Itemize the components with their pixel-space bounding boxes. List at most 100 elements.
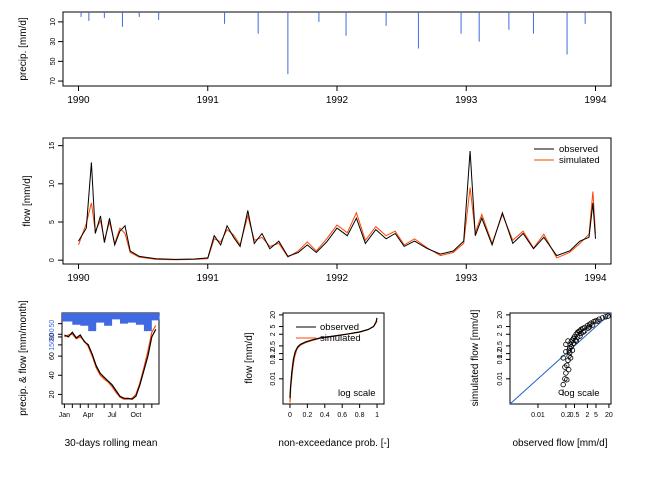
seasonal-flow-tick-label: 60 (49, 352, 56, 360)
seasonal-x-tick-label: Jul (108, 412, 117, 419)
fdc-lines (289, 317, 378, 403)
seasonal-flow-tick-label: 40 (49, 371, 56, 379)
precip-panel: 1990 1991 1992 1993 1994 10 30 50 70 precip. [mm… (18, 11, 612, 106)
scatter-content (509, 312, 612, 405)
hydrograph-legend: observed simulated (534, 144, 600, 166)
seasonal-precip-tick-label: 50 (49, 320, 56, 328)
hydrograph-x-tick-label: 1990 (67, 273, 90, 284)
seasonal-precip-bars (62, 313, 160, 332)
fdc-x-tick-label: 0 (288, 412, 292, 419)
scatter-point (602, 314, 609, 320)
fdc-legend-observed-label: observed (320, 322, 359, 333)
fdc-log-scale-note: log scale (338, 388, 376, 399)
scatter-y-tick-label: 0.1 (497, 354, 504, 364)
fdc-x-tick-label: 1 (375, 412, 379, 419)
seasonal-precip-tick-label: 100 (49, 328, 56, 340)
fdc-x-label: non-exceedance prob. [-] (278, 438, 389, 449)
scatter-point (580, 329, 587, 335)
hydrograph-y-label: flow [mm/d] (22, 175, 33, 226)
fdc-plot-frame (282, 312, 385, 405)
scatter-y-tick-label: 0.2 (497, 349, 504, 359)
precip-y-tick-label: 10 (50, 18, 57, 26)
hydrograph-y-tick-label: 15 (49, 142, 56, 150)
scatter-x-tick-label: 0.01 (531, 412, 545, 419)
scatter-point (562, 364, 568, 370)
scatter-x-tick-label: 5 (594, 412, 598, 419)
scatter-y-label: simulated flow [mm/d] (470, 309, 481, 406)
hydrograph-x-tick-label: 1994 (584, 273, 607, 284)
fdc-y-tick-label: 20 (270, 311, 277, 319)
scatter-plot-frame (509, 312, 612, 405)
hydrograph-axes: 1990 1991 1992 1993 1994 0 5 10 15 (49, 142, 607, 284)
seasonal-x-tick-label: Jan (59, 412, 70, 419)
scatter-point (595, 318, 601, 324)
precip-y-label: precip. [mm/d] (18, 17, 29, 81)
precip-y-tick-label: 30 (50, 38, 57, 46)
simulated-flow-line (78, 187, 596, 261)
fdc-y-tick-label: 0.5 (270, 341, 277, 351)
precip-x-tick-label: 1992 (326, 95, 349, 106)
hydrograph-x-tick-label: 1993 (455, 273, 478, 284)
scatter-log-scale-note: log scale (562, 388, 600, 399)
seasonal-x-label: 30-days rolling mean (65, 438, 158, 449)
one-to-one-line (509, 312, 612, 405)
scatter-point (566, 366, 572, 373)
precip-bars (80, 12, 586, 75)
scatter-x-tick-label: 2 (585, 412, 589, 419)
fdc-y-tick-label: 5 (270, 324, 277, 328)
hydrograph-lines (78, 150, 596, 261)
scatter-point (563, 349, 569, 355)
fdc-observed-line (289, 317, 378, 399)
scatter-point (558, 389, 564, 395)
scatter-point (563, 370, 569, 376)
scatter-point (563, 341, 569, 348)
legend-observed-label: observed (559, 144, 598, 155)
fdc-legend-simulated-label: simulated (320, 333, 361, 344)
precip-plot-frame (62, 11, 612, 87)
fdc-x-tick-label: 0.8 (355, 412, 365, 419)
scatter-point (569, 347, 576, 353)
seasonal-content (62, 313, 160, 400)
scatter-point (605, 313, 611, 319)
scatter-point (582, 328, 588, 334)
scatter-point (566, 347, 572, 353)
scatter-point (567, 355, 574, 361)
precip-y-tick-label: 70 (50, 77, 57, 85)
scatter-point (560, 381, 566, 388)
hydrograph-y-tick-label: 5 (49, 220, 56, 224)
fdc-legend: observed simulated (296, 322, 361, 344)
hydrograph-y-tick-label: 0 (49, 258, 56, 262)
scatter-y-tick-label: 20 (497, 311, 504, 319)
hydrograph-x-tick-label: 1992 (326, 273, 349, 284)
scatter-x-tick-label: 20 (605, 412, 613, 419)
seasonal-x-tick-label: Apr (83, 412, 95, 419)
seasonal-precip-tick-label: 150 (49, 339, 56, 351)
scatter-x-tick-label: 0.5 (570, 412, 580, 419)
fdc-x-tick-label: 0.6 (337, 412, 347, 419)
scatter-point (560, 355, 566, 361)
scatter-x-tick-label: 0.2 (561, 412, 571, 419)
fdc-y-tick-label: 0.01 (270, 372, 277, 386)
seasonal-y-label: precip. & flow [mm/month] (18, 300, 29, 416)
hydrograph-y-tick-label: 10 (49, 180, 56, 188)
scatter-point (565, 338, 571, 344)
fdc-y-label: flow [mm/d] (244, 332, 255, 383)
scatter-point (586, 324, 593, 330)
fdc-x-tick-label: 0.2 (303, 412, 313, 419)
precip-x-tick-label: 1991 (197, 95, 220, 106)
seasonal-x-tick-label: Oct (130, 412, 141, 419)
precip-axes: 1990 1991 1992 1993 1994 10 30 50 70 (50, 18, 607, 106)
scatter-y-tick-label: 5 (497, 324, 504, 328)
scatter-point (577, 333, 583, 339)
scatter-y-tick-label: 0.5 (497, 341, 504, 351)
scatter-y-tick-label: 0.01 (497, 372, 504, 386)
fdc-y-tick-label: 0.2 (270, 349, 277, 359)
precip-x-tick-label: 1993 (455, 95, 478, 106)
fdc-x-tick-label: 0.4 (320, 412, 330, 419)
legend-simulated-label: simulated (559, 155, 600, 166)
